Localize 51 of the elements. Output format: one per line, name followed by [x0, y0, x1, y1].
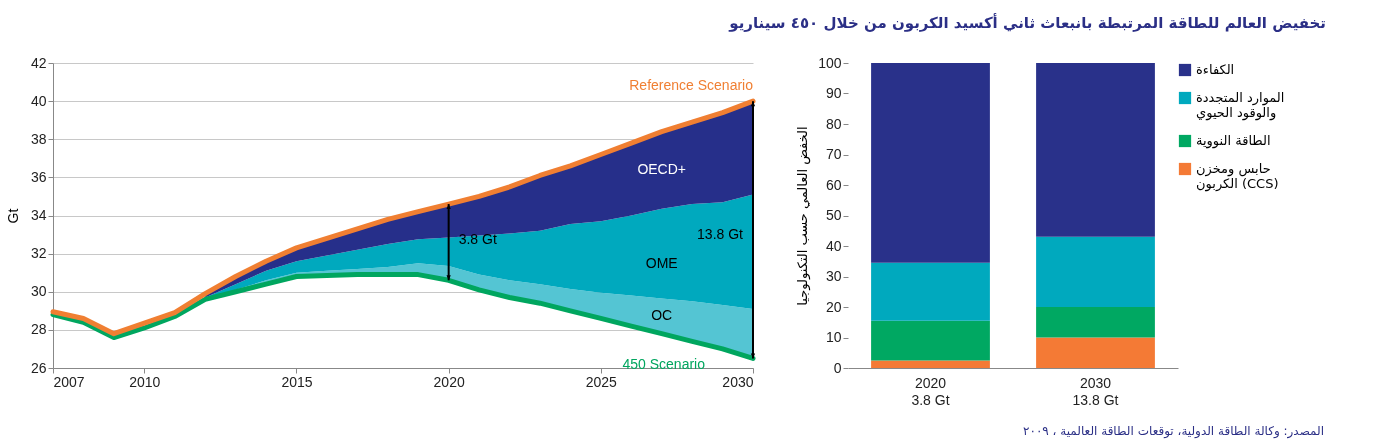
- legend-label: الطاقة النووية: [1196, 133, 1271, 149]
- y-tick-label: 80: [825, 115, 842, 132]
- series-label: OME: [645, 254, 678, 271]
- y-tick-label: 10: [825, 329, 842, 345]
- x-tick-label: 2015: [281, 373, 313, 390]
- y-tick-label: 28: [30, 321, 47, 338]
- bar: [1036, 236, 1155, 307]
- y-tick-label: 36: [30, 168, 47, 185]
- y-tick-label: 30: [825, 268, 842, 284]
- y-tick-label: 0: [833, 359, 842, 376]
- chart-title: تخفيض العالم للطاقة المرتبطة بانبعاث ثاني أكسيد الكربون من خلال ٤٥٠ سيناريو: [729, 14, 1326, 32]
- y-tick-label: 50: [825, 207, 842, 223]
- x-tick-label: 2007: [53, 373, 85, 390]
- y-tick-label: 26: [30, 359, 47, 376]
- x-tick-label: 2025: [585, 373, 618, 390]
- y-tick-label: 40: [825, 237, 842, 254]
- legend-label: الموارد المتجددة والوقود الحيوي: [1196, 90, 1285, 121]
- y-axis-title: Gt: [4, 208, 21, 224]
- y-tick-label: 40: [30, 92, 47, 109]
- series-label: 450 Scenario: [622, 356, 706, 373]
- y-tick-label: 90: [825, 85, 842, 101]
- bar: [1036, 63, 1155, 237]
- y-tick-label: 20: [825, 298, 842, 315]
- annotation: 3.8 Gt: [458, 231, 497, 248]
- series-label: Reference Scenario: [629, 77, 754, 94]
- y-tick-label: 38: [30, 130, 47, 147]
- legend-label: حابس ومخزن الكربون (CCS): [1196, 161, 1279, 192]
- y-tick-label: 32: [30, 245, 47, 262]
- y-tick-label: 34: [30, 207, 47, 223]
- bar: [1036, 307, 1155, 338]
- bar: [871, 63, 990, 263]
- text: المصدر: وكالة الطاقة الدولية، توقعات الطاقة العالمية ، ٢٠٠٩: [1023, 424, 1324, 438]
- x-tick-label: 2020: [433, 373, 465, 390]
- x-tick-label: 2030 13.8 Gt: [1072, 374, 1119, 408]
- bar: [871, 262, 990, 321]
- bar: [871, 320, 990, 361]
- x-tick-label: 2020 3.8 Gt: [911, 374, 950, 408]
- x-tick-label: 2030: [722, 373, 754, 390]
- y-tick-label: 42: [30, 54, 47, 71]
- legend-label: الكفاءة: [1196, 62, 1235, 77]
- series-label: OC: [651, 307, 673, 324]
- series-label: OECD+: [637, 161, 687, 178]
- y-tick-label: 100: [818, 54, 842, 71]
- x-tick-label: 2010: [129, 373, 161, 390]
- bar: [871, 360, 990, 368]
- y-tick-label: 30: [30, 283, 47, 300]
- annotation: 13.8 Gt: [697, 225, 744, 242]
- y-tick-label: 70: [825, 146, 842, 162]
- bar: [1036, 337, 1155, 368]
- y-axis-title: الخفض العالمي حسب التكنولوجيا: [795, 126, 812, 306]
- y-tick-label: 60: [825, 176, 842, 193]
